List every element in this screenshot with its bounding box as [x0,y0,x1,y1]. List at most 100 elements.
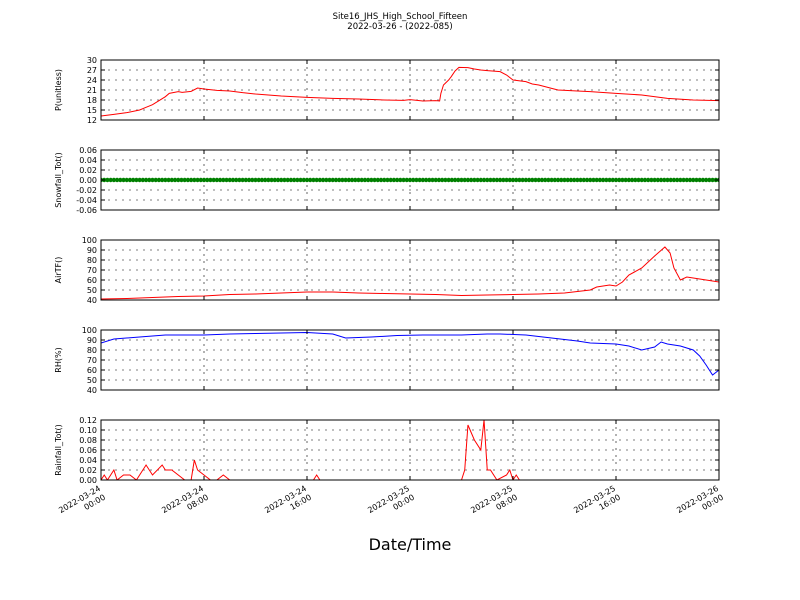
y-tick-label: 90 [87,336,97,345]
snowfall-point [233,177,239,183]
snowfall-point [658,177,664,183]
snowfall-point [391,177,397,183]
snowfall-point [385,177,390,183]
snowfall-point [327,177,332,183]
snowfall-point [185,177,191,183]
snowfall-point [497,177,503,183]
snowfall-point [150,177,155,183]
snowfall-point [633,177,638,183]
snowfall-point [452,177,458,183]
snowfall-point [665,177,670,183]
snowfall-point [703,177,709,183]
snowfall-point [600,177,606,183]
snowfall-point [214,177,220,183]
snowfall-point [671,177,677,183]
snowfall-point [124,177,129,183]
snowfall-point [108,177,113,183]
snowfall-point [176,177,181,183]
snowfall-point [591,177,596,183]
snowfall-point [697,177,702,183]
snowfall-point [311,177,316,183]
snowfall-point [639,177,644,183]
snowfall-point [568,177,574,183]
snowfall-point [382,177,387,183]
snowfall-point [111,177,117,183]
snowfall-point [645,177,651,183]
snowfall-point [372,177,377,183]
y-axis-label: Snowfall_Tot() [54,152,63,208]
snowfall-point [369,177,374,183]
snowfall-point [636,177,641,183]
y-tick-label: 100 [82,236,97,245]
y-tick-label: 40 [87,296,97,305]
snowfall-point [266,177,271,183]
snowfall-point [291,177,297,183]
snowfall-point [588,177,593,183]
y-tick-label: 27 [87,66,97,75]
snowfall-point [549,177,554,183]
snowfall-point [626,177,632,183]
snowfall-point [417,177,422,183]
snowfall-point [427,177,432,183]
snowfall-point [349,177,355,183]
snowfall-point [604,177,609,183]
snowfall-point [607,177,612,183]
snowfall-point [301,177,306,183]
snowfall-point [642,177,648,183]
snowfall-point [414,177,419,183]
y-tick-label: 0.00 [79,476,97,485]
snowfall-point [394,177,400,183]
snowfall-point [140,177,146,183]
snowfall-point [121,177,126,183]
snowfall-point [655,177,661,183]
snowfall-point [581,177,587,183]
series-line-0 [101,66,719,117]
snowfall-point [182,177,187,183]
snowfall-point [475,177,480,183]
snowfall-point [420,177,426,183]
snowfall-point [491,177,496,183]
snowfall-point [533,177,538,183]
snowfall-point [205,177,210,183]
snowfall-point [597,177,603,183]
y-tick-label: 15 [87,106,97,115]
snowfall-point [221,177,226,183]
y-tick-label: 0.08 [79,436,97,445]
snowfall-point [514,177,519,183]
snowfall-point [159,177,165,183]
y-tick-label: 24 [87,76,97,85]
series-group [101,420,719,480]
snowfall-point [163,177,168,183]
y-axis-label: P(unitless) [54,69,63,111]
snowfall-point [436,177,442,183]
snowfall-point [674,177,680,183]
y-tick-label: 0.02 [79,166,97,175]
y-tick-label: 12 [87,116,97,125]
snowfall-point [523,177,529,183]
snowfall-point [304,177,310,183]
snowfall-point [285,177,290,183]
snowfall-point [565,177,570,183]
snowfall-point [488,177,493,183]
snowfall-point [330,177,335,183]
y-tick-label: 50 [87,286,97,295]
y-tick-label: 90 [87,246,97,255]
snowfall-point [613,177,619,183]
snowfall-point [262,177,268,183]
snowfall-point [143,177,149,183]
snowfall-point [662,177,667,183]
snowfall-point [501,177,506,183]
snowfall-point [272,177,278,183]
snowfall-point [546,177,551,183]
y-tick-label: 70 [87,266,97,275]
snowfall-point [279,177,284,183]
snowfall-point [443,177,448,183]
y-tick-label: 50 [87,376,97,385]
snowfall-point [668,177,673,183]
snowfall-point [317,177,323,183]
snowfall-point [594,177,599,183]
snowfall-point [353,177,358,183]
y-tick-label: -0.02 [76,186,97,195]
